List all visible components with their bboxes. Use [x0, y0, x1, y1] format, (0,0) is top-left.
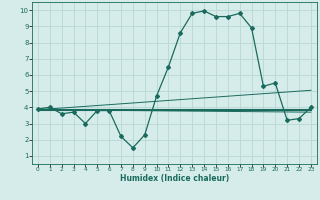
X-axis label: Humidex (Indice chaleur): Humidex (Indice chaleur)	[120, 174, 229, 183]
